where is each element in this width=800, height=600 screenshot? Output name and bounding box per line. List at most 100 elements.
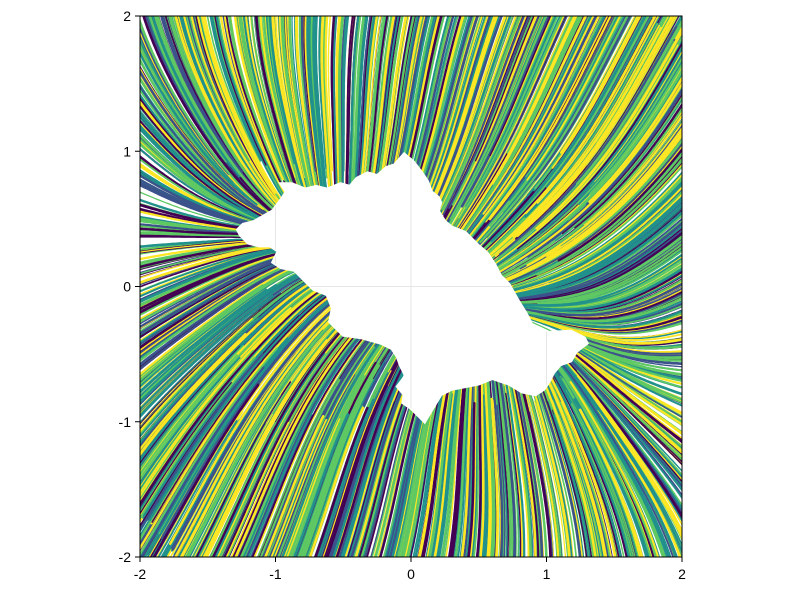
streamline — [423, 16, 471, 180]
streamline — [471, 16, 606, 237]
streamline — [140, 133, 260, 221]
streamline — [548, 378, 611, 557]
streamline — [284, 16, 311, 189]
streamline — [140, 69, 270, 217]
streamline — [140, 210, 241, 231]
streamline — [456, 16, 565, 228]
streamline — [511, 198, 682, 296]
streamline — [183, 16, 280, 207]
streamline — [496, 81, 682, 275]
streamline — [515, 231, 682, 302]
streamline — [546, 131, 682, 261]
streamline — [559, 363, 669, 557]
streamline — [140, 49, 258, 206]
streamline — [140, 394, 234, 543]
streamline — [266, 16, 295, 165]
streamline — [509, 176, 682, 292]
streamline — [490, 16, 647, 243]
streamline — [575, 18, 682, 186]
streamline — [329, 385, 390, 557]
streamline — [338, 16, 345, 185]
streamline — [272, 340, 376, 557]
streamline — [267, 339, 373, 557]
streamline — [574, 102, 682, 229]
streamline — [458, 16, 577, 234]
streamline — [536, 246, 682, 305]
streamline — [479, 380, 485, 557]
streamline — [340, 16, 346, 187]
streamline — [140, 243, 259, 269]
streamline — [554, 369, 638, 557]
streamline — [576, 347, 682, 407]
streamline — [533, 391, 571, 557]
streamline — [332, 16, 338, 188]
streamline — [260, 16, 296, 178]
streamline — [491, 40, 675, 265]
streamline — [278, 16, 306, 179]
streamline — [242, 16, 292, 187]
streamline — [465, 408, 474, 557]
streamline — [140, 268, 291, 375]
streamline — [261, 336, 372, 557]
streamline — [434, 16, 499, 197]
streamline — [360, 16, 379, 178]
streamline — [140, 59, 241, 194]
streamline — [578, 53, 682, 200]
streamline — [412, 391, 443, 557]
streamline — [319, 372, 389, 557]
streamline — [495, 56, 682, 269]
x-tick-label: 1 — [543, 566, 551, 582]
streamline — [140, 382, 232, 515]
streamline — [413, 16, 452, 168]
streamline — [160, 301, 332, 540]
streamline — [140, 241, 252, 261]
streamline — [577, 346, 682, 401]
streamline — [593, 49, 682, 182]
streamline — [391, 415, 424, 557]
streamline — [487, 377, 496, 557]
streamline — [376, 16, 401, 177]
streamline — [353, 16, 369, 182]
streamline — [362, 401, 407, 557]
streamline — [140, 85, 265, 216]
streamline — [140, 252, 280, 314]
streamline — [203, 16, 257, 158]
streamline — [496, 16, 564, 159]
streamline — [509, 16, 594, 175]
streamline — [582, 337, 682, 355]
streamline — [570, 358, 682, 478]
streamline — [572, 351, 682, 436]
streamline — [239, 16, 287, 179]
streamline — [515, 227, 682, 301]
streamline — [351, 16, 366, 186]
streamline — [140, 267, 290, 371]
streamline — [404, 405, 435, 557]
streamline — [433, 385, 456, 557]
streamline — [142, 16, 275, 214]
streamline — [148, 292, 330, 521]
streamline — [370, 404, 411, 557]
x-tick-label: 0 — [407, 566, 415, 582]
streamline — [504, 381, 526, 557]
streamline — [409, 395, 440, 557]
streamline — [513, 385, 539, 557]
streamline — [368, 16, 389, 175]
streamline — [597, 409, 682, 557]
streamline — [140, 126, 262, 221]
streamline — [428, 16, 483, 190]
streamline — [140, 281, 309, 448]
y-tick-label: -1 — [119, 414, 132, 430]
streamline — [140, 263, 277, 346]
streamline — [142, 292, 325, 519]
streamline — [140, 181, 248, 225]
streamline — [168, 305, 335, 546]
streamline — [164, 16, 277, 210]
streamline — [283, 368, 365, 557]
streamline — [483, 18, 654, 254]
streamline — [223, 333, 347, 557]
streamline — [196, 16, 283, 205]
streamline — [140, 164, 255, 224]
streamline — [379, 410, 416, 557]
streamline — [140, 288, 268, 395]
streamline — [320, 16, 331, 192]
